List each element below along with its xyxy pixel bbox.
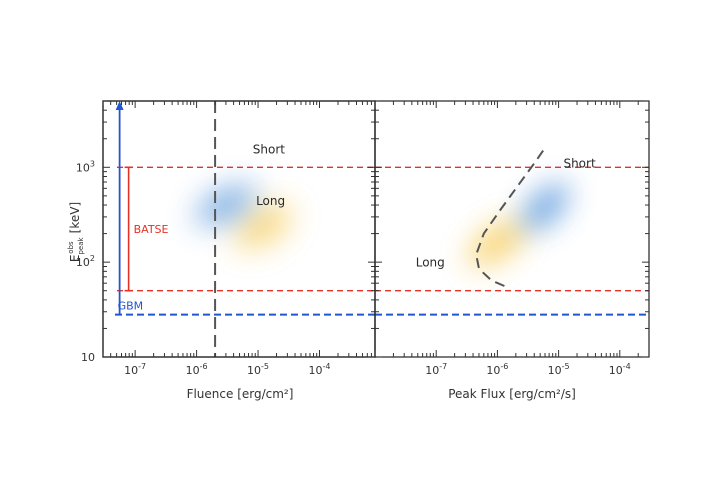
population-label-long: Long — [256, 194, 285, 208]
peak-flux-panel: Short Long 10-7 10-6 10-5 10-4 — [374, 100, 650, 377]
population-short-core — [529, 191, 561, 224]
population-label-short: Short — [563, 156, 595, 170]
x-tick-label: 10-5 — [548, 362, 570, 377]
population-short-density — [516, 178, 574, 237]
population-long-core — [478, 227, 517, 259]
y-axis-label-unit: [keV] — [68, 202, 82, 233]
x-tick-label: 10-7 — [425, 362, 447, 377]
population-long-density — [462, 214, 533, 272]
sensitivity-curve — [475, 147, 546, 287]
y-axis-label-superscript: obs — [67, 241, 75, 254]
svg-text:Epeakobs[keV]: Epeakobs [keV] — [67, 202, 85, 262]
y-tick-label: 103 — [76, 159, 95, 174]
population-short-density — [191, 180, 261, 230]
population-layer — [191, 180, 296, 253]
y-tick-label: 10 — [81, 351, 95, 364]
y-tick-label: 102 — [76, 254, 95, 269]
x-tick-label: 10-7 — [124, 362, 146, 377]
population-long-core — [244, 211, 282, 241]
plot-frame — [374, 100, 650, 358]
y-axis-label-symbol: E — [68, 255, 82, 263]
batse-range-label: BATSE — [134, 223, 169, 236]
population-label-short: Short — [253, 142, 285, 156]
x-tick-label: 10-5 — [247, 362, 269, 377]
x-tick-label: 10-4 — [609, 362, 631, 377]
y-axis-label-subscript: peak — [77, 237, 85, 255]
y-axis-label: Epeakobs [keV] — [67, 202, 85, 262]
x-tick-label: 10-6 — [486, 362, 508, 377]
population-short-core — [206, 191, 246, 219]
fluence-axis-label: Fluence [erg/cm²] — [187, 387, 294, 401]
gbm-range-label: GBM — [118, 300, 144, 313]
population-label-long: Long — [416, 255, 445, 269]
gbm-range-arrow — [115, 101, 124, 110]
x-tick-label: 10-4 — [309, 362, 331, 377]
peak-flux-axis-label: Peak Flux [erg/cm²/s] — [448, 387, 576, 401]
fluence-panel: BATSE GBM Short Long 10-7 10-6 10-5 10-4 10 102 10… — [76, 100, 376, 377]
population-layer — [462, 178, 574, 272]
x-tick-label: 10-6 — [186, 362, 208, 377]
